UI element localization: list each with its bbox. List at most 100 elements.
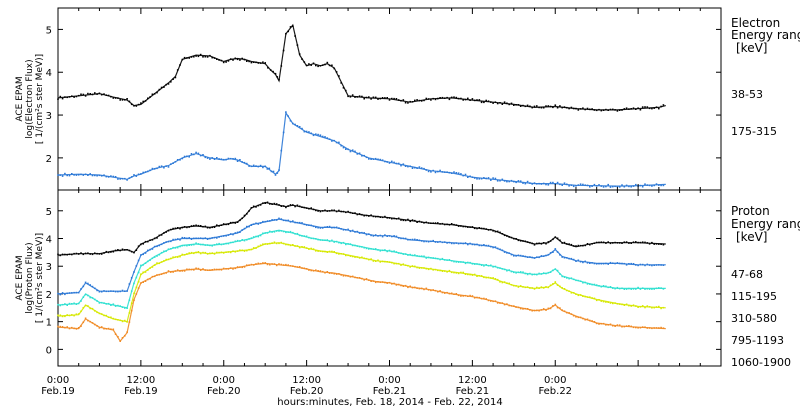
proton-series-4-point bbox=[278, 263, 280, 265]
proton-series-4-point bbox=[170, 271, 172, 273]
proton-series-0-point bbox=[478, 227, 481, 229]
electron-series-0-point bbox=[156, 91, 158, 94]
electron-series-1-point bbox=[73, 174, 75, 176]
proton-legend-entry-3: 795-1193 bbox=[731, 334, 784, 347]
proton-series-1-point bbox=[110, 290, 112, 292]
electron-series-1-point bbox=[96, 174, 98, 177]
proton-series-3-point bbox=[181, 253, 184, 256]
electron-series-1-point bbox=[305, 130, 308, 133]
proton-series-2-point bbox=[381, 249, 384, 252]
electron-series-1-point bbox=[400, 164, 402, 167]
proton-series-4-point bbox=[204, 269, 207, 271]
proton-series-4-point bbox=[324, 271, 326, 274]
electron-series-1-point bbox=[342, 146, 345, 149]
proton-series-0-point bbox=[377, 215, 379, 218]
proton-series-1-point bbox=[651, 264, 653, 267]
proton-ytick-label-1: 1 bbox=[46, 318, 52, 329]
electron-series-1-point bbox=[308, 131, 310, 133]
electron-series-0-point bbox=[142, 100, 144, 103]
proton-series-2-point bbox=[559, 273, 561, 275]
proton-series-0-point bbox=[639, 241, 642, 244]
proton-series-4-point bbox=[529, 309, 531, 311]
proton-series-3-point bbox=[206, 253, 209, 255]
electron-series-1-point bbox=[441, 171, 444, 173]
electron-series-0-point bbox=[257, 62, 260, 64]
proton-series-1-point bbox=[485, 244, 487, 247]
proton-series-1-point bbox=[584, 260, 586, 263]
electron-series-1-point bbox=[289, 120, 292, 122]
proton-series-0-point bbox=[82, 253, 85, 256]
proton-series-1-point bbox=[328, 225, 331, 228]
proton-series-4-point bbox=[142, 281, 144, 283]
electron-panel: ACE EPAM log(Electron Flux) [ 1/(cm²s st… bbox=[15, 7, 800, 191]
proton-series-1-point bbox=[595, 263, 598, 265]
electron-series-0-point bbox=[121, 99, 124, 101]
proton-series-2-point bbox=[618, 287, 621, 290]
proton-series-3-point bbox=[446, 271, 448, 273]
electron-series-1-point bbox=[107, 176, 110, 178]
proton-series-4-point bbox=[190, 268, 193, 271]
proton-series-2-point bbox=[310, 237, 312, 240]
electron-series-1-point bbox=[457, 172, 460, 174]
proton-series-0-point bbox=[206, 226, 209, 229]
proton-series-0-point bbox=[301, 206, 303, 208]
electron-series-1-point bbox=[197, 152, 200, 155]
proton-series-3-point bbox=[199, 252, 202, 255]
proton-series-0-point bbox=[133, 251, 135, 254]
x-tick-time-2: 0:00 bbox=[213, 375, 235, 386]
proton-series-1-point bbox=[568, 257, 570, 260]
proton-series-2-point bbox=[549, 271, 552, 273]
proton-series-0-point bbox=[651, 241, 653, 244]
proton-series-1-point bbox=[618, 262, 621, 265]
proton-series-3-point bbox=[103, 314, 105, 317]
proton-series-3-point bbox=[57, 314, 59, 317]
proton-series-3-point bbox=[425, 267, 428, 270]
proton-series-4-point bbox=[193, 269, 195, 271]
electron-series-0-point bbox=[144, 100, 147, 102]
proton-series-4-point bbox=[492, 300, 494, 303]
electron-series-0-point bbox=[239, 59, 241, 61]
proton-series-1-point bbox=[457, 242, 460, 245]
proton-series-0-point bbox=[289, 204, 292, 206]
proton-series-2-point bbox=[170, 248, 172, 250]
proton-series-3-point bbox=[609, 302, 612, 304]
electron-series-1-point bbox=[526, 180, 529, 183]
electron-series-1-point bbox=[140, 173, 142, 175]
proton-series-4-point bbox=[602, 322, 605, 325]
electron-series-0-point bbox=[379, 97, 382, 100]
electron-series-0-point bbox=[280, 65, 283, 67]
proton-series-0-point bbox=[80, 252, 82, 254]
proton-series-2-point bbox=[501, 268, 504, 270]
proton-series-4-point bbox=[427, 289, 430, 291]
proton-series-1-point bbox=[275, 219, 278, 221]
proton-series-4-point bbox=[404, 284, 407, 287]
proton-series-2-point bbox=[153, 256, 156, 258]
electron-series-0-point bbox=[188, 57, 190, 59]
electron-series-0-point bbox=[526, 104, 529, 107]
proton-series-2-point bbox=[397, 252, 400, 254]
proton-series-0-point bbox=[89, 253, 91, 255]
electron-series-0-point bbox=[524, 105, 527, 108]
proton-series-1-point bbox=[579, 260, 582, 263]
proton-series-0-point bbox=[103, 252, 105, 254]
proton-series-4-point bbox=[418, 287, 421, 290]
proton-series-2-point bbox=[628, 287, 630, 290]
proton-series-1-point bbox=[271, 219, 273, 221]
electron-series-1-point bbox=[361, 155, 363, 157]
proton-series-1-point bbox=[333, 226, 335, 229]
proton-series-2-point bbox=[632, 288, 635, 290]
proton-series-2-point bbox=[236, 239, 239, 242]
proton-series-3-point bbox=[321, 250, 324, 253]
electron-series-1-point bbox=[236, 160, 239, 162]
proton-series-3-point bbox=[549, 284, 552, 287]
proton-series-3-point bbox=[257, 245, 260, 248]
proton-series-3-point bbox=[496, 278, 499, 281]
electron-series-1-point bbox=[241, 161, 243, 163]
proton-series-3-point bbox=[345, 254, 347, 257]
proton-series-2-points bbox=[57, 230, 665, 309]
proton-series-3-point bbox=[248, 248, 250, 251]
proton-series-2-point bbox=[312, 237, 315, 240]
electron-series-1-point bbox=[485, 177, 487, 180]
electron-series-1-point bbox=[75, 174, 78, 176]
proton-series-0-point bbox=[591, 243, 593, 245]
